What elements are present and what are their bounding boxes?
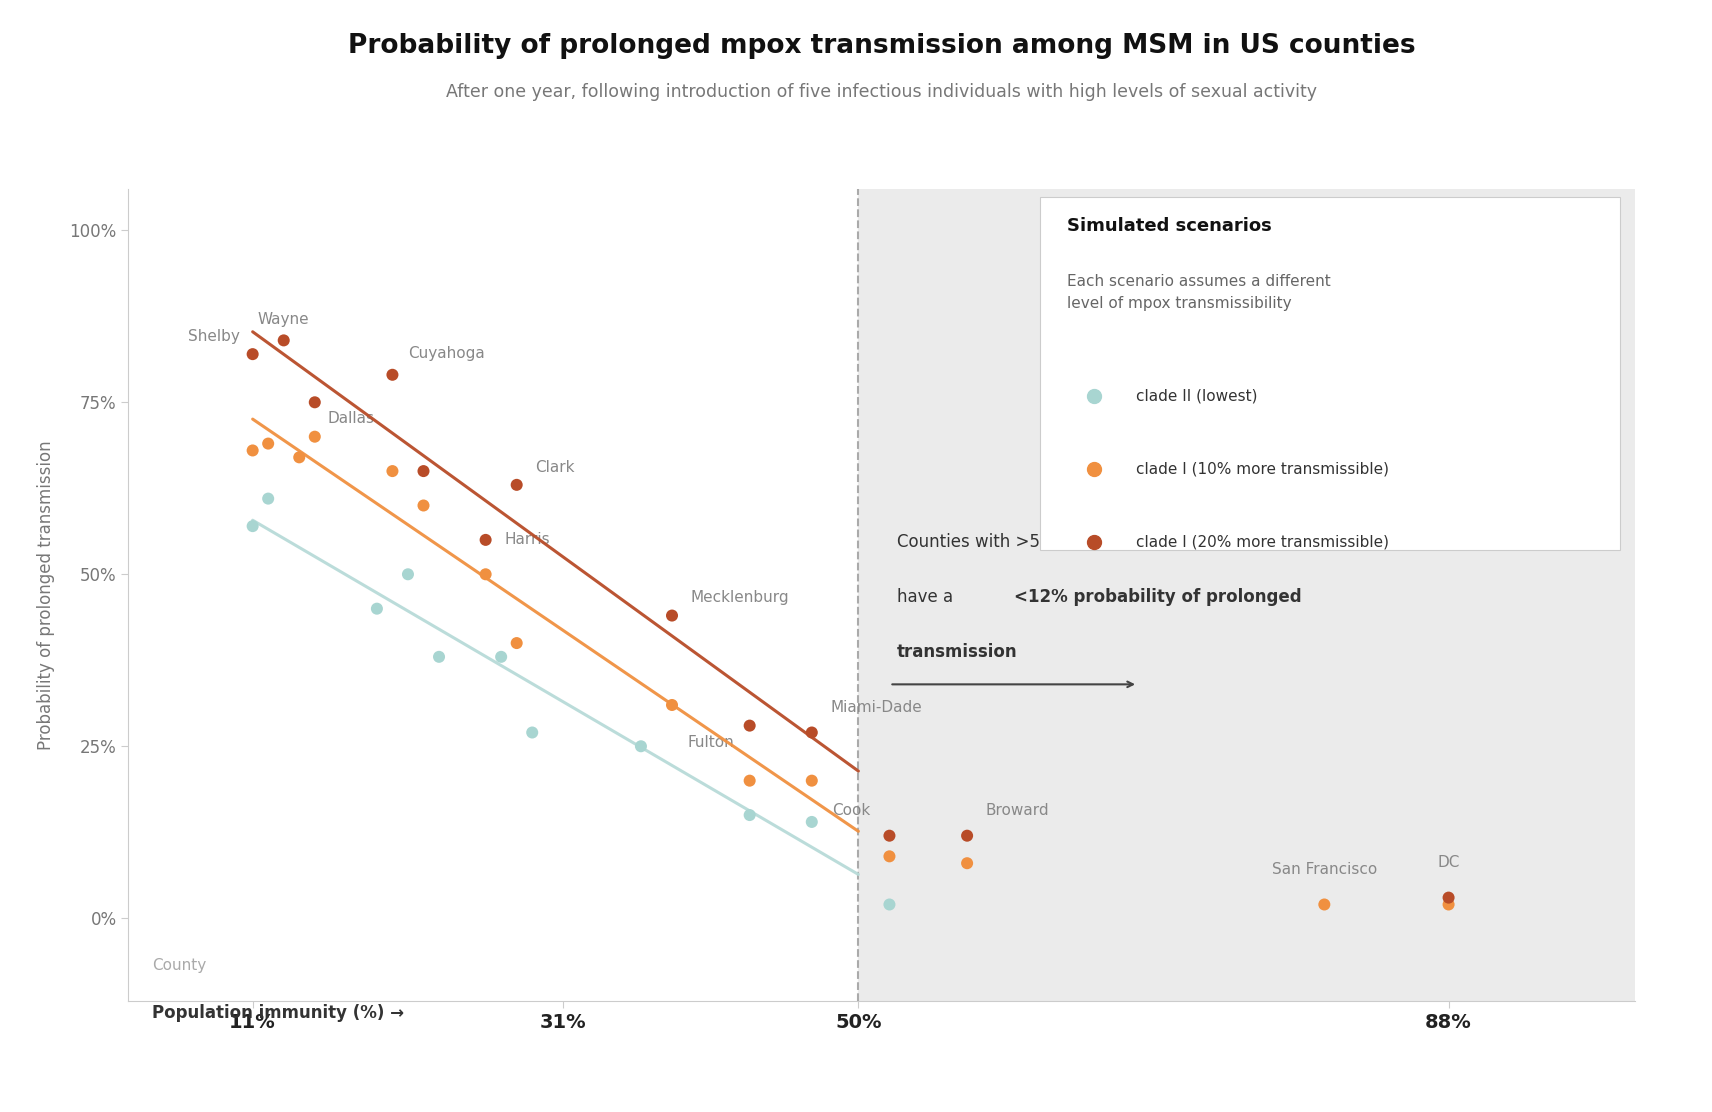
Point bbox=[627, 737, 654, 755]
Bar bbox=[858, 189, 1712, 1001]
Point bbox=[1435, 888, 1462, 906]
Text: Each scenario assumes a different
level of mpox transmissibility: Each scenario assumes a different level … bbox=[1067, 275, 1330, 311]
Point bbox=[877, 847, 904, 865]
Point bbox=[798, 772, 825, 790]
Text: Harris: Harris bbox=[505, 532, 550, 547]
Point bbox=[301, 428, 329, 446]
Point bbox=[736, 717, 764, 735]
Text: clade I (10% more transmissible): clade I (10% more transmissible) bbox=[1137, 461, 1390, 477]
Text: Miami-Dade: Miami-Dade bbox=[830, 701, 923, 715]
Text: After one year, following introduction of five infectious individuals with high : After one year, following introduction o… bbox=[447, 83, 1317, 101]
Text: Wayne: Wayne bbox=[259, 311, 310, 327]
Text: DC: DC bbox=[1438, 855, 1460, 870]
Point bbox=[736, 806, 764, 824]
Point bbox=[954, 827, 981, 845]
Point bbox=[503, 634, 531, 652]
Point bbox=[240, 345, 267, 363]
Text: Dallas: Dallas bbox=[327, 411, 375, 426]
Text: clade II (lowest): clade II (lowest) bbox=[1137, 388, 1258, 404]
Text: Probability of prolonged mpox transmission among MSM in US counties: Probability of prolonged mpox transmissi… bbox=[348, 33, 1416, 59]
Point bbox=[240, 517, 267, 535]
Point bbox=[954, 854, 981, 872]
Text: Mecklenburg: Mecklenburg bbox=[690, 590, 789, 605]
Point bbox=[286, 448, 313, 466]
Text: transmission: transmission bbox=[897, 643, 1019, 661]
Point bbox=[503, 476, 531, 494]
FancyBboxPatch shape bbox=[1039, 197, 1620, 550]
Text: San Francisco: San Francisco bbox=[1272, 862, 1376, 877]
Text: Clark: Clark bbox=[536, 459, 575, 475]
Point bbox=[659, 696, 687, 714]
Text: Cuyahoga: Cuyahoga bbox=[407, 346, 484, 361]
Point bbox=[255, 489, 282, 507]
Text: County: County bbox=[152, 959, 205, 973]
Point bbox=[409, 463, 437, 480]
Point bbox=[378, 366, 406, 384]
Point bbox=[301, 394, 329, 411]
Point bbox=[378, 463, 406, 480]
Point bbox=[659, 607, 687, 625]
Text: Counties with >50% immunity coverage: Counties with >50% immunity coverage bbox=[897, 533, 1233, 552]
Point bbox=[798, 724, 825, 742]
Point bbox=[270, 331, 298, 349]
Y-axis label: Probability of prolonged transmission: Probability of prolonged transmission bbox=[38, 440, 55, 749]
Point bbox=[473, 565, 500, 583]
Text: Fulton: Fulton bbox=[688, 735, 734, 749]
Text: Simulated scenarios: Simulated scenarios bbox=[1067, 218, 1272, 236]
Point bbox=[409, 497, 437, 515]
Point bbox=[394, 565, 421, 583]
Point bbox=[1435, 895, 1462, 913]
Point bbox=[488, 648, 515, 666]
Point bbox=[798, 813, 825, 831]
Point bbox=[1311, 895, 1339, 913]
Text: Broward: Broward bbox=[986, 804, 1049, 818]
Point bbox=[736, 772, 764, 790]
Point bbox=[255, 435, 282, 453]
Point bbox=[519, 724, 546, 742]
Point bbox=[473, 532, 500, 549]
Point bbox=[363, 599, 390, 617]
Point bbox=[877, 827, 904, 845]
Text: <12% probability of prolonged: <12% probability of prolonged bbox=[1014, 588, 1301, 606]
Text: Cook: Cook bbox=[832, 804, 871, 818]
Point bbox=[240, 441, 267, 459]
Text: Population immunity (%) →: Population immunity (%) → bbox=[152, 1004, 404, 1022]
Point bbox=[425, 648, 452, 666]
Text: have a: have a bbox=[897, 588, 959, 606]
Point bbox=[877, 895, 904, 913]
Text: Shelby: Shelby bbox=[188, 329, 240, 344]
Text: clade I (20% more transmissible): clade I (20% more transmissible) bbox=[1137, 535, 1390, 549]
